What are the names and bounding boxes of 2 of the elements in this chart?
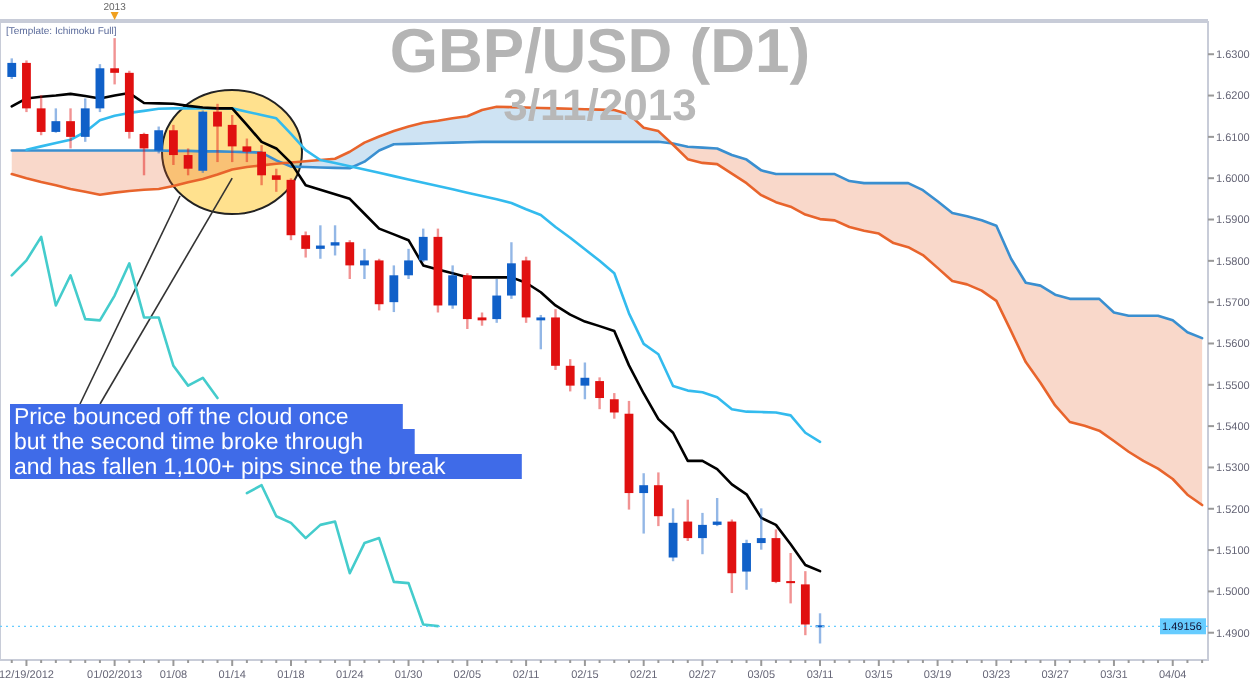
annotation: Price bounced off the cloud once but the second time broke through and has fallen 1,100+ pips since the break bbox=[14, 405, 447, 480]
chart-title: GBP/USD (D1) bbox=[389, 16, 811, 86]
